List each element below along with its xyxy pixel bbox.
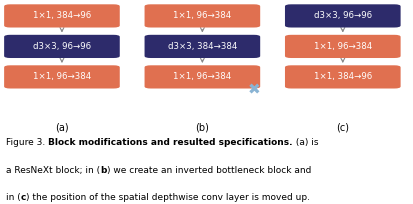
Text: ) we create an inverted bottleneck block and: ) we create an inverted bottleneck block… bbox=[107, 166, 311, 175]
FancyBboxPatch shape bbox=[4, 65, 120, 89]
Text: 1×1, 96→384: 1×1, 96→384 bbox=[173, 11, 232, 20]
Text: 1×1, 96→384: 1×1, 96→384 bbox=[33, 72, 91, 81]
Text: d3×3, 96→96: d3×3, 96→96 bbox=[314, 11, 372, 20]
Text: (a): (a) bbox=[55, 122, 69, 132]
Text: Figure 3.: Figure 3. bbox=[6, 138, 48, 147]
Text: Block modifications and resulted specifications.: Block modifications and resulted specifi… bbox=[48, 138, 293, 147]
Text: b: b bbox=[100, 166, 107, 175]
Text: (c): (c) bbox=[336, 122, 349, 132]
Text: d3×3, 384→384: d3×3, 384→384 bbox=[168, 42, 237, 51]
Text: ✖: ✖ bbox=[248, 83, 260, 98]
Text: 1×1, 96→384: 1×1, 96→384 bbox=[173, 72, 232, 81]
Text: (b): (b) bbox=[195, 122, 209, 132]
Text: a ResNeXt block; in (: a ResNeXt block; in ( bbox=[6, 166, 100, 175]
FancyBboxPatch shape bbox=[285, 35, 401, 58]
Text: 1×1, 384→96: 1×1, 384→96 bbox=[313, 72, 372, 81]
Text: (a) is: (a) is bbox=[293, 138, 318, 147]
Text: 1×1, 384→96: 1×1, 384→96 bbox=[33, 11, 91, 20]
Text: ) the position of the spatial depthwise conv layer is moved up.: ) the position of the spatial depthwise … bbox=[26, 193, 310, 202]
FancyBboxPatch shape bbox=[145, 65, 260, 89]
FancyBboxPatch shape bbox=[145, 4, 260, 28]
FancyBboxPatch shape bbox=[4, 4, 120, 28]
Text: d3×3, 96→96: d3×3, 96→96 bbox=[33, 42, 91, 51]
FancyBboxPatch shape bbox=[285, 65, 401, 89]
FancyBboxPatch shape bbox=[145, 35, 260, 58]
FancyBboxPatch shape bbox=[285, 4, 401, 28]
Text: c: c bbox=[21, 193, 26, 202]
Text: 1×1, 96→384: 1×1, 96→384 bbox=[313, 42, 372, 51]
Text: in (: in ( bbox=[6, 193, 21, 202]
FancyBboxPatch shape bbox=[4, 35, 120, 58]
